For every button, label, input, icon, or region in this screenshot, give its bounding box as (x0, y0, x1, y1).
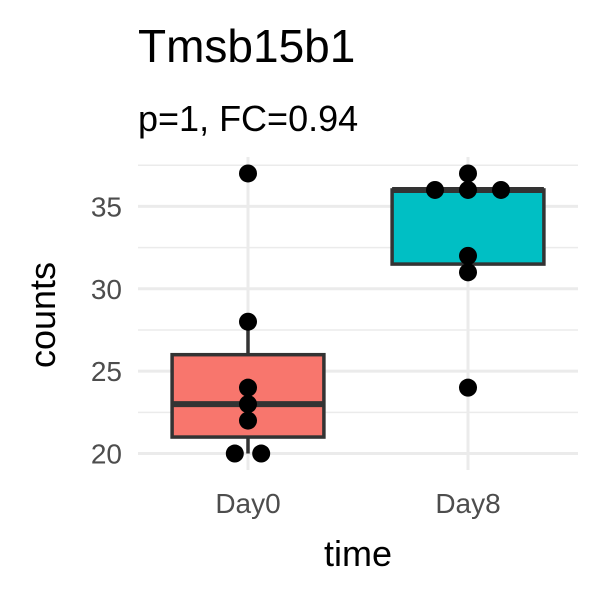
data-point (492, 180, 510, 199)
y-axis-ticks: 20 25 30 35 (91, 191, 122, 469)
data-point (459, 180, 477, 199)
chart-subtitle: p=1, FC=0.94 (138, 98, 358, 139)
x-tick-label: Day0 (215, 488, 280, 519)
data-point (239, 395, 257, 414)
data-point (459, 246, 477, 265)
y-axis-title: counts (22, 262, 63, 368)
data-point (239, 411, 257, 430)
y-tick-label: 30 (91, 274, 122, 305)
x-axis-ticks: Day0 Day8 (215, 488, 500, 519)
data-point (239, 312, 257, 331)
y-tick-label: 35 (91, 191, 122, 222)
data-point (252, 444, 271, 463)
data-point (459, 164, 477, 183)
data-point (459, 378, 477, 397)
data-point (239, 164, 257, 183)
y-tick-label: 20 (91, 439, 122, 470)
data-point (426, 180, 444, 199)
y-tick-label: 25 (91, 356, 122, 387)
chart-title: Tmsb15b1 (138, 20, 355, 72)
data-points (225, 164, 510, 463)
x-axis-title: time (324, 533, 392, 574)
data-point (225, 444, 244, 463)
x-tick-label: Day8 (435, 488, 500, 519)
boxes (170, 173, 546, 454)
data-point (239, 378, 257, 397)
data-point (459, 263, 477, 282)
